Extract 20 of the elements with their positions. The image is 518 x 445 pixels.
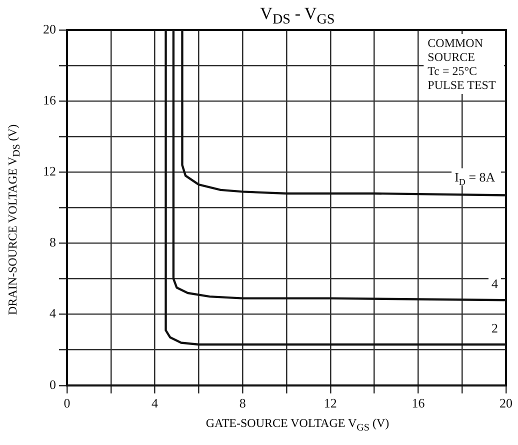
y-tick-label: 4 xyxy=(50,306,56,321)
chart-title: V$_{DS}$ - V$_{GS}$ xyxy=(259,4,336,28)
y-tick-label: 20 xyxy=(43,21,56,36)
annotation: Tc = 25°C xyxy=(428,64,478,78)
annotation: COMMON xyxy=(428,36,484,50)
x-tick-label: 16 xyxy=(412,396,426,411)
y-tick-label: 0 xyxy=(50,376,56,392)
series-label: 4 xyxy=(492,276,498,292)
x-axis-title: GATE-SOURCE VOLTAGE V$_{GS}$ (V) xyxy=(204,416,390,434)
x-tick-label: 0 xyxy=(64,396,70,411)
annotation: SOURCE xyxy=(428,50,476,64)
y-tick-label: 12 xyxy=(43,164,56,179)
annotation: PULSE TEST xyxy=(428,78,496,92)
series-label: 2 xyxy=(492,320,498,336)
y-tick-label: 16 xyxy=(43,92,56,108)
x-tick-label: 20 xyxy=(500,396,512,411)
y-tick-label: 8 xyxy=(50,234,56,250)
x-tick-label: 8 xyxy=(239,396,246,411)
x-tick-label: 12 xyxy=(324,396,337,411)
x-tick-label: 4 xyxy=(152,396,159,411)
